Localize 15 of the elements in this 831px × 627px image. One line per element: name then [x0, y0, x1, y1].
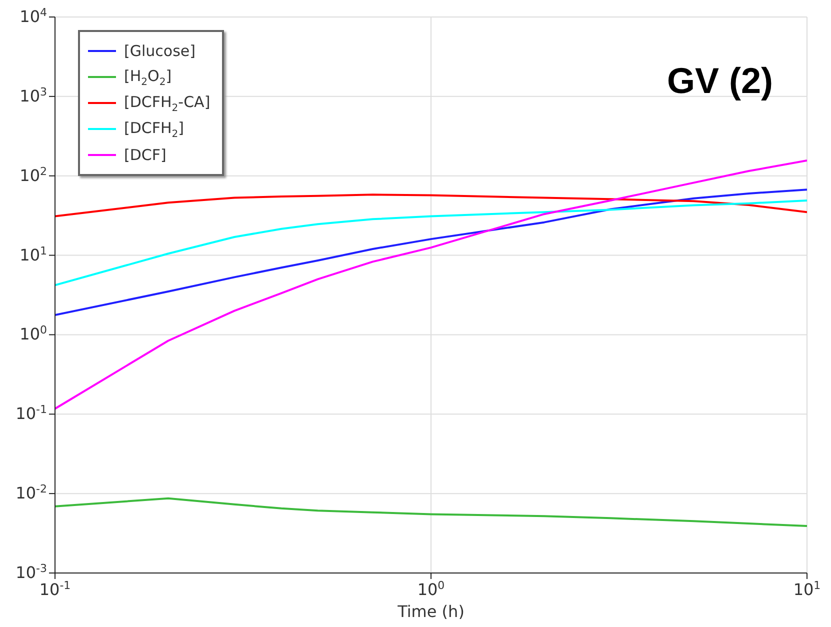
y-tick-label: 10$^{3}$	[20, 84, 47, 106]
legend-label: [DCFH$_{2}$]	[124, 118, 184, 140]
x-tick-label: 10$^{1}$	[793, 578, 821, 599]
y-tick-label: 10$^{1}$	[20, 244, 47, 264]
y-tick-label: 10$^{-2}$	[16, 482, 47, 503]
x-axis-title: Time (h)	[396, 602, 464, 621]
legend-label: [DCF]	[124, 146, 166, 164]
y-tick-label: 10$^{-1}$	[16, 402, 47, 424]
legend-label: [Glucose]	[124, 42, 196, 60]
y-tick-label: 10$^{0}$	[20, 323, 47, 344]
x-tick-label: 10$^{0}$	[417, 578, 445, 599]
y-tick-label: 10$^{2}$	[20, 164, 47, 185]
text: GV (2)	[666, 60, 773, 101]
legend-label: [H$_{2}$O$_{2}$]	[124, 66, 172, 88]
legend-label: [DCFH$_{2}$-CA]	[124, 92, 210, 114]
